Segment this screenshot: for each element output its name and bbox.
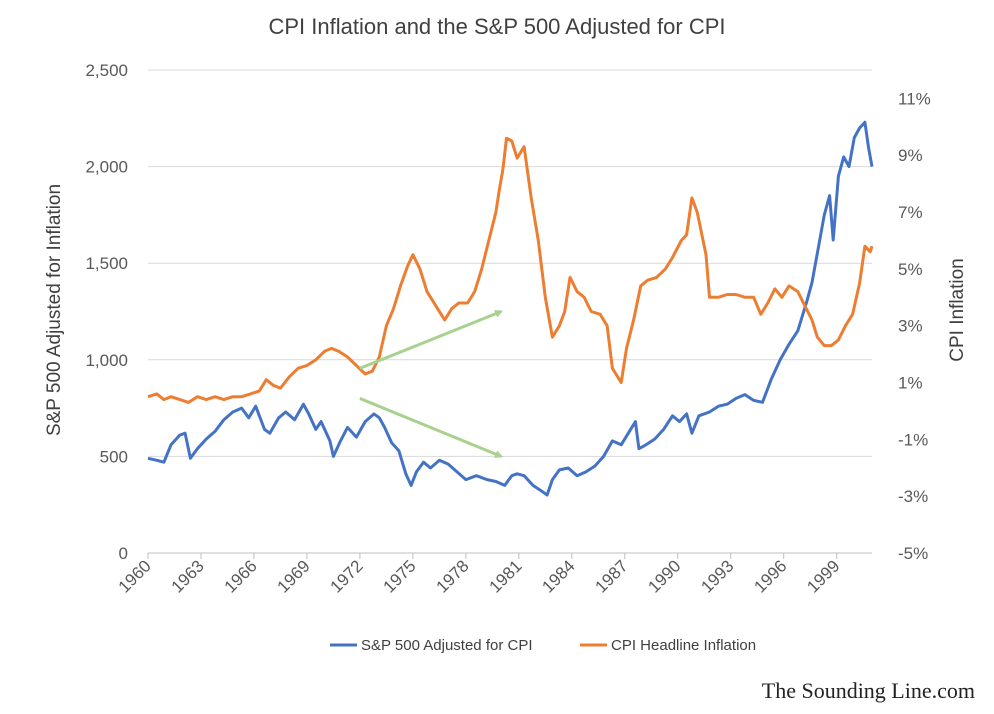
x-tick-label: 1972 — [327, 556, 367, 596]
annotation-arrow-down — [359, 397, 504, 458]
x-tick-label: 1966 — [221, 556, 261, 596]
series — [147, 120, 874, 497]
y-tick-label-right: 5% — [898, 260, 923, 279]
y-tick-label-left: 2,000 — [85, 158, 128, 177]
y-tick-label-left: 500 — [100, 447, 128, 466]
series-line-cpi — [147, 136, 874, 404]
x-tick-label: 1984 — [538, 556, 578, 596]
legend: S&P 500 Adjusted for CPI CPI Headline In… — [330, 637, 756, 654]
x-tick-label: 1969 — [274, 556, 314, 596]
series-line-sp500 — [147, 120, 874, 497]
x-tick-label: 1975 — [380, 556, 420, 596]
y-tick-label-left: 0 — [119, 544, 128, 563]
x-tick-label: 1981 — [485, 556, 525, 596]
y-tick-label-left: 1,500 — [85, 254, 128, 273]
y-tick-label-right: -5% — [898, 544, 928, 563]
y-tick-label-left: 1,000 — [85, 351, 128, 370]
x-tick-label: 1990 — [644, 556, 684, 596]
chart-title: CPI Inflation and the S&P 500 Adjusted f… — [269, 14, 726, 39]
y-tick-label-right: 1% — [898, 374, 923, 393]
gridlines — [148, 69, 872, 457]
y-tick-label-right: 11% — [898, 89, 931, 108]
x-tick-label: 1999 — [803, 556, 843, 596]
annotation-arrow-up — [359, 310, 504, 370]
legend-label-sp500: S&P 500 Adjusted for CPI — [361, 637, 533, 654]
y-tick-label-right: 7% — [898, 203, 923, 222]
y-tick-label-left: 2,500 — [85, 61, 128, 80]
legend-label-cpi: CPI Headline Inflation — [611, 637, 756, 654]
axes: 0 500 1,000 1,500 2,000 2,500 -5% -3% -1% 1% 3% 5% 7… — [85, 61, 930, 597]
y-tick-label-right: 9% — [898, 146, 923, 165]
x-tick-label: 1987 — [591, 556, 631, 596]
credit-text: The Sounding Line.com — [762, 678, 975, 703]
y-tick-label-right: -1% — [898, 430, 928, 449]
x-tick-label: 1963 — [168, 556, 208, 596]
x-tick-label: 1978 — [432, 556, 472, 596]
y-axis-title-left: S&P 500 Adjusted for Inflation — [44, 184, 65, 436]
x-tick-label: 1996 — [750, 556, 790, 596]
y-tick-label-right: 3% — [898, 317, 923, 336]
x-tick-label: 1993 — [697, 556, 737, 596]
y-axis-title-right: CPI Inflation — [947, 258, 968, 362]
annotations — [359, 310, 504, 458]
y-tick-label-right: -3% — [898, 487, 928, 506]
